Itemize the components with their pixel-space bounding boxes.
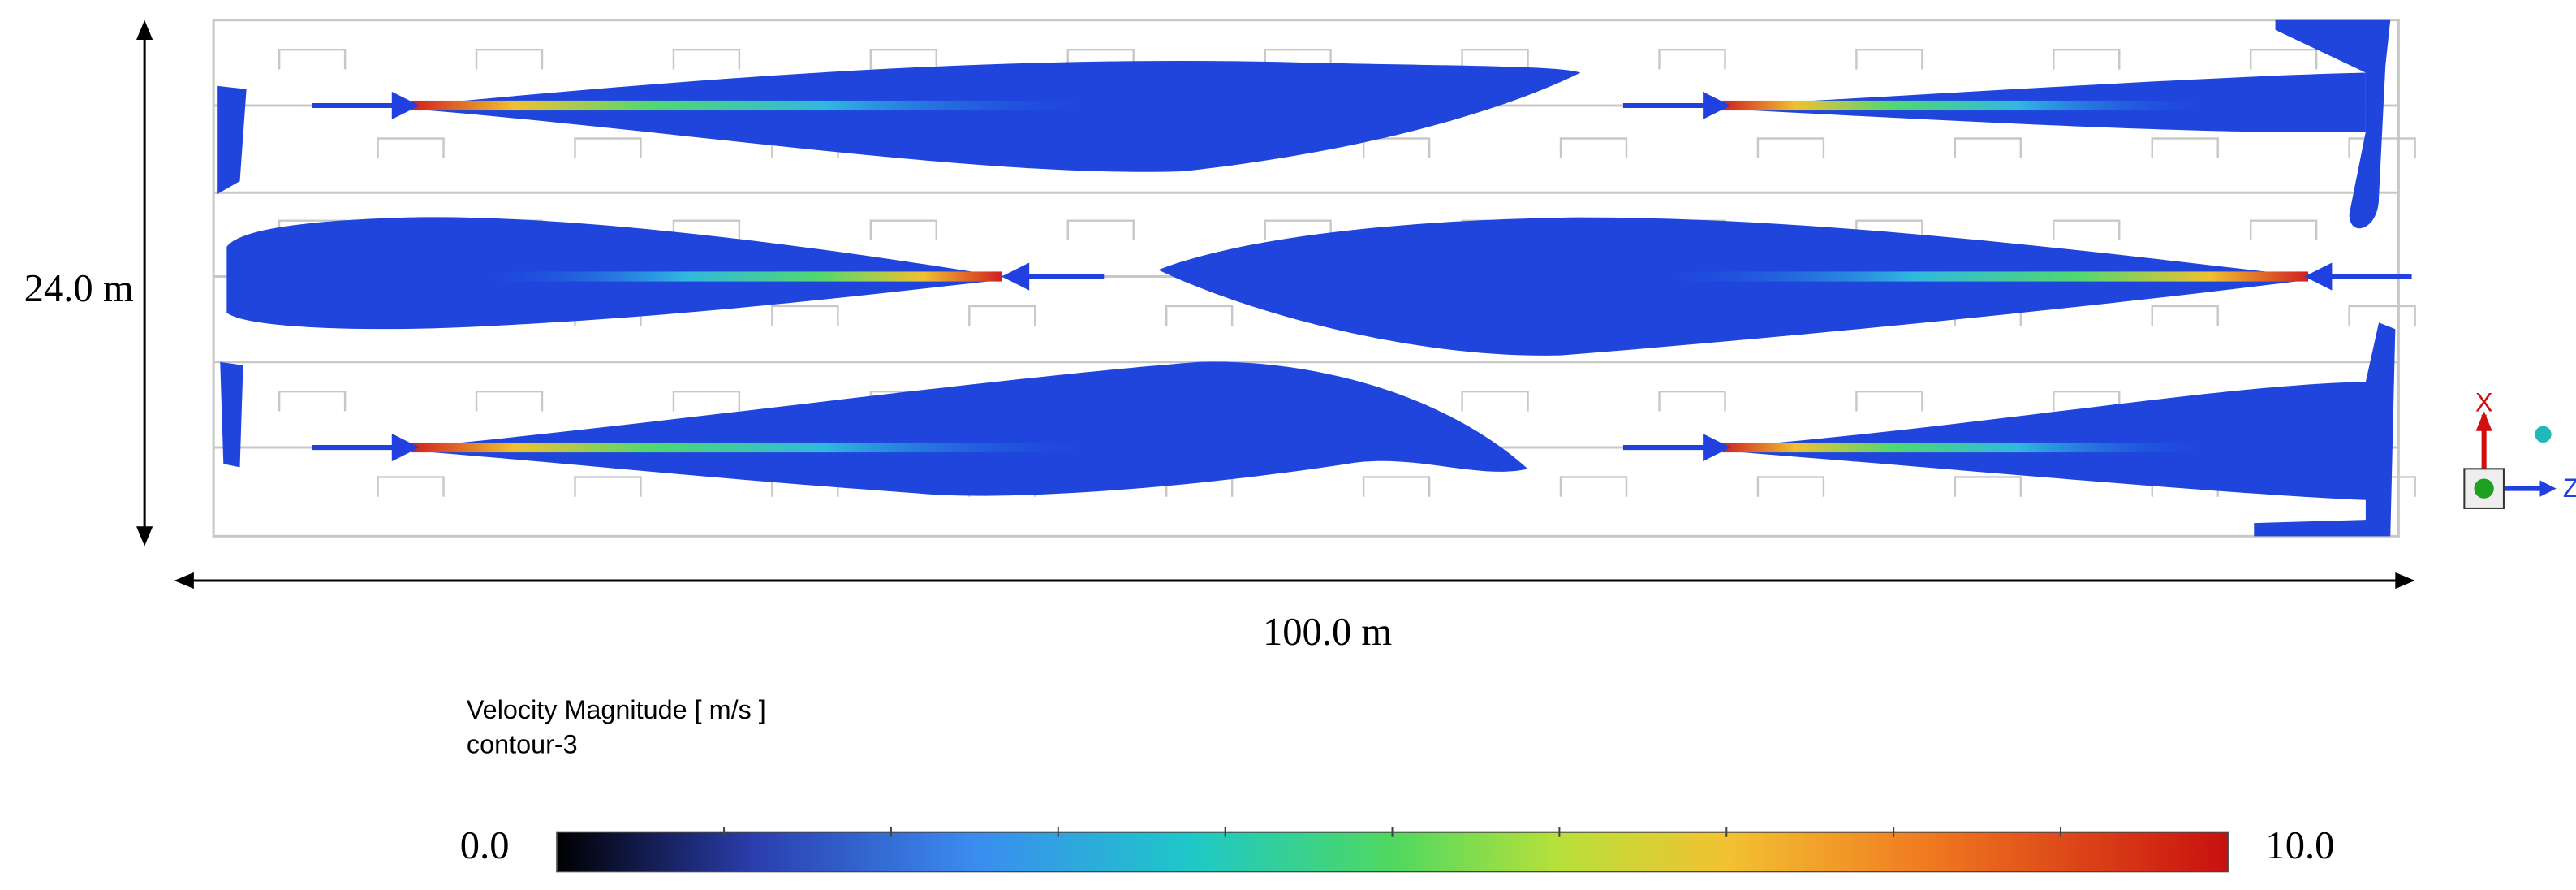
- rack: [869, 48, 938, 70]
- plume: [217, 85, 247, 195]
- jet-cores: [411, 100, 2309, 453]
- rack: [869, 219, 938, 240]
- rack: [1461, 390, 1529, 412]
- jet-core: [1651, 271, 2309, 282]
- rack: [968, 305, 1036, 326]
- triad-origin: [2474, 478, 2494, 499]
- plume: [1721, 322, 2396, 537]
- rack: [475, 48, 544, 70]
- rack: [1855, 390, 1923, 412]
- rack: [2053, 48, 2121, 70]
- rack: [1559, 476, 1628, 497]
- rack: [278, 48, 347, 70]
- rack: [1756, 137, 1825, 158]
- rack: [2053, 390, 2121, 412]
- rack: [377, 137, 445, 158]
- rack: [475, 390, 544, 412]
- rack: [2249, 219, 2318, 240]
- plume: [1158, 217, 2309, 356]
- rack: [574, 476, 642, 497]
- rack: [1264, 48, 1332, 70]
- legend-title: Velocity Magnitude [ m/s ]: [467, 695, 766, 724]
- jet-core: [411, 100, 1101, 111]
- length-label: 100.0 m: [1263, 610, 1392, 654]
- rack: [1954, 476, 2022, 497]
- rack: [672, 390, 741, 412]
- rack: [672, 219, 741, 240]
- rack: [1559, 137, 1628, 158]
- rack: [1855, 48, 1923, 70]
- triad-z-label: Z: [2563, 473, 2576, 503]
- jet-core: [476, 271, 1002, 282]
- colorbar-min-label: 0.0: [460, 823, 510, 867]
- plume: [2275, 19, 2391, 229]
- dimension-lines: [136, 19, 2415, 590]
- triad-arrowhead: [2539, 480, 2557, 497]
- rack: [278, 390, 347, 412]
- rack: [1066, 219, 1135, 240]
- rack: [2151, 305, 2219, 326]
- rack: [377, 476, 445, 497]
- jet-arrows: [312, 91, 2412, 462]
- legend-subtitle: contour-3: [467, 730, 578, 759]
- jet-arrowhead: [391, 433, 420, 462]
- rack: [1756, 476, 1825, 497]
- plumes: [217, 19, 2396, 537]
- rack: [1362, 137, 1431, 158]
- height-label: 24.0 m: [24, 266, 134, 310]
- rack: [1954, 137, 2022, 158]
- rack: [1165, 305, 1234, 326]
- rack: [1658, 390, 1726, 412]
- rack: [1264, 219, 1332, 240]
- rack: [1461, 48, 1529, 70]
- plume: [411, 60, 1581, 172]
- triad-arrowhead: [2475, 411, 2492, 431]
- rack: [1362, 476, 1431, 497]
- triad-dot: [2535, 426, 2552, 443]
- rack: [2348, 137, 2416, 158]
- rack: [2249, 48, 2318, 70]
- rack: [2053, 219, 2121, 240]
- jet-core: [1721, 442, 2215, 453]
- jet-core: [411, 442, 1101, 453]
- rack: [771, 305, 839, 326]
- jet-arrowhead: [1703, 91, 1731, 120]
- triad-x-label: X: [2475, 388, 2493, 417]
- rack: [1066, 48, 1135, 70]
- jet-arrowhead: [2304, 262, 2333, 291]
- plume: [220, 361, 243, 468]
- rack: [2151, 137, 2219, 158]
- rack: [574, 137, 642, 158]
- jet-arrowhead: [391, 91, 420, 120]
- colorbar-max-label: 10.0: [2265, 823, 2334, 867]
- plume: [411, 361, 1528, 496]
- colorbar: [556, 831, 2229, 873]
- colorbar-ticks: [723, 827, 2062, 837]
- triad: X Z: [2463, 388, 2576, 509]
- jet-arrowhead: [1703, 433, 1731, 462]
- rack: [2348, 305, 2416, 326]
- rack: [672, 48, 741, 70]
- jet-arrowhead: [1002, 262, 1030, 291]
- jet-core: [1721, 100, 2215, 111]
- rack: [1658, 48, 1726, 70]
